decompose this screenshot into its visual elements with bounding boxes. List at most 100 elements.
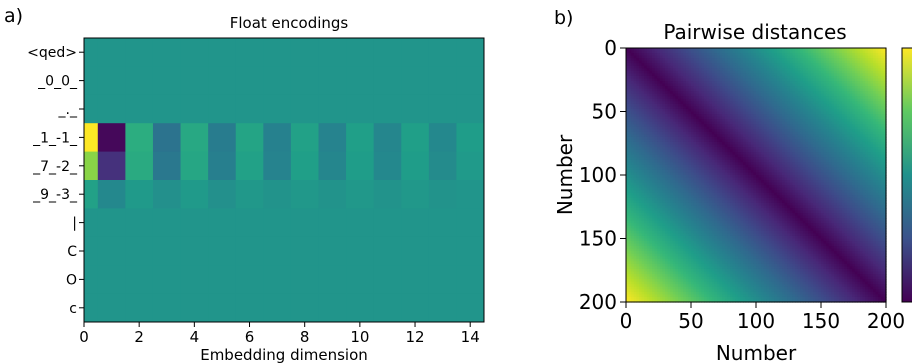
heatmap-cell [701,134,705,138]
heatmap-cell [717,98,721,102]
heatmap-cell [802,144,806,148]
heatmap-cell [826,83,830,87]
heatmap-cell [828,157,832,161]
heatmap-cell [263,123,292,153]
heatmap-cell [732,55,736,59]
heatmap-cell [745,121,749,125]
heatmap-cell [857,147,861,151]
heatmap-cell [678,103,682,108]
heatmap-cell [693,83,697,87]
heatmap-cell [787,126,791,130]
heatmap-cell [789,78,793,82]
heatmap-cell [810,154,814,158]
heatmap-cell [724,50,728,54]
heatmap-cell [750,86,754,90]
heatmap-cell [667,60,671,64]
heatmap-cell [862,152,866,156]
heatmap-cell [841,136,845,141]
heatmap-cell [883,101,887,105]
heatmap-cell [737,86,741,90]
heatmap-cell [774,98,778,102]
heatmap-cell [834,116,838,120]
heatmap-cell [727,106,731,110]
heatmap-cell [180,180,209,209]
heatmap-cell [683,159,687,163]
heatmap-cell [740,131,744,135]
heatmap-cell [758,58,762,62]
heatmap-cell [849,70,853,74]
heatmap-cell [860,134,864,138]
heatmap-cell [659,86,663,90]
heatmap-cell [857,88,861,92]
heatmap-cell [628,60,632,64]
heatmap-cell [750,55,754,59]
heatmap-cell [727,68,731,72]
heatmap-cell [428,66,457,96]
heatmap-cell [709,58,713,62]
heatmap-cell [808,147,812,151]
heatmap-cell [769,96,773,100]
heatmap-cell [815,147,819,151]
heatmap-cell [818,75,822,80]
heatmap-cell [849,119,853,123]
heatmap-cell [847,70,851,74]
heatmap-cell [628,83,632,87]
heatmap-cell [737,114,741,118]
heatmap-cell [722,81,726,85]
heatmap-cell [691,63,695,67]
heatmap-cell [626,116,630,120]
heatmap-cell [870,129,874,133]
heatmap-cell [800,129,804,133]
heatmap-cell [685,121,689,125]
heatmap-cell [831,154,835,158]
heatmap-cell [683,73,687,77]
heatmap-cell [797,50,801,54]
heatmap-cell [672,78,676,82]
heatmap-cell [649,103,653,108]
heatmap-cell [652,159,656,163]
heatmap-cell [693,149,697,153]
heatmap-cell [802,50,806,54]
heatmap-cell [706,63,710,67]
heatmap-cell [758,139,762,143]
heatmap-cell [628,50,632,54]
heatmap-cell [641,114,645,118]
heatmap-cell [672,152,676,156]
heatmap-cell [857,129,861,133]
heatmap-cell [862,53,866,57]
heatmap-cell [839,98,843,102]
heatmap-cell [852,149,856,153]
heatmap-cell [841,129,845,133]
heatmap-cell [787,103,791,108]
heatmap-cell [756,149,760,153]
heatmap-cell [745,116,749,120]
heatmap-cell [810,141,814,146]
heatmap-cell [870,141,874,146]
heatmap-cell [880,73,884,77]
heatmap-cell [821,134,825,138]
heatmap-cell [870,114,874,118]
heatmap-cell [805,124,809,128]
heatmap-cell [704,134,708,138]
heatmap-cell [696,91,700,95]
heatmap-cell [672,116,676,120]
heatmap-cell [633,98,637,102]
heatmap-cell [704,119,708,123]
heatmap-cell [802,75,806,80]
heatmap-cell [782,53,786,57]
heatmap-cell [766,111,770,115]
heatmap-cell [789,81,793,85]
heatmap-cell [805,129,809,133]
heatmap-cell [698,83,702,87]
heatmap-cell [456,94,485,124]
heatmap-cell [849,65,853,69]
heatmap-cell [792,68,796,72]
heatmap-cell [818,98,822,102]
heatmap-cell [740,139,744,143]
heatmap-cell [828,53,832,57]
heatmap-cell [662,73,666,77]
heatmap-cell [771,48,775,52]
heatmap-cell [646,60,650,64]
heatmap-cell [857,124,861,128]
heatmap-cell [836,111,840,115]
